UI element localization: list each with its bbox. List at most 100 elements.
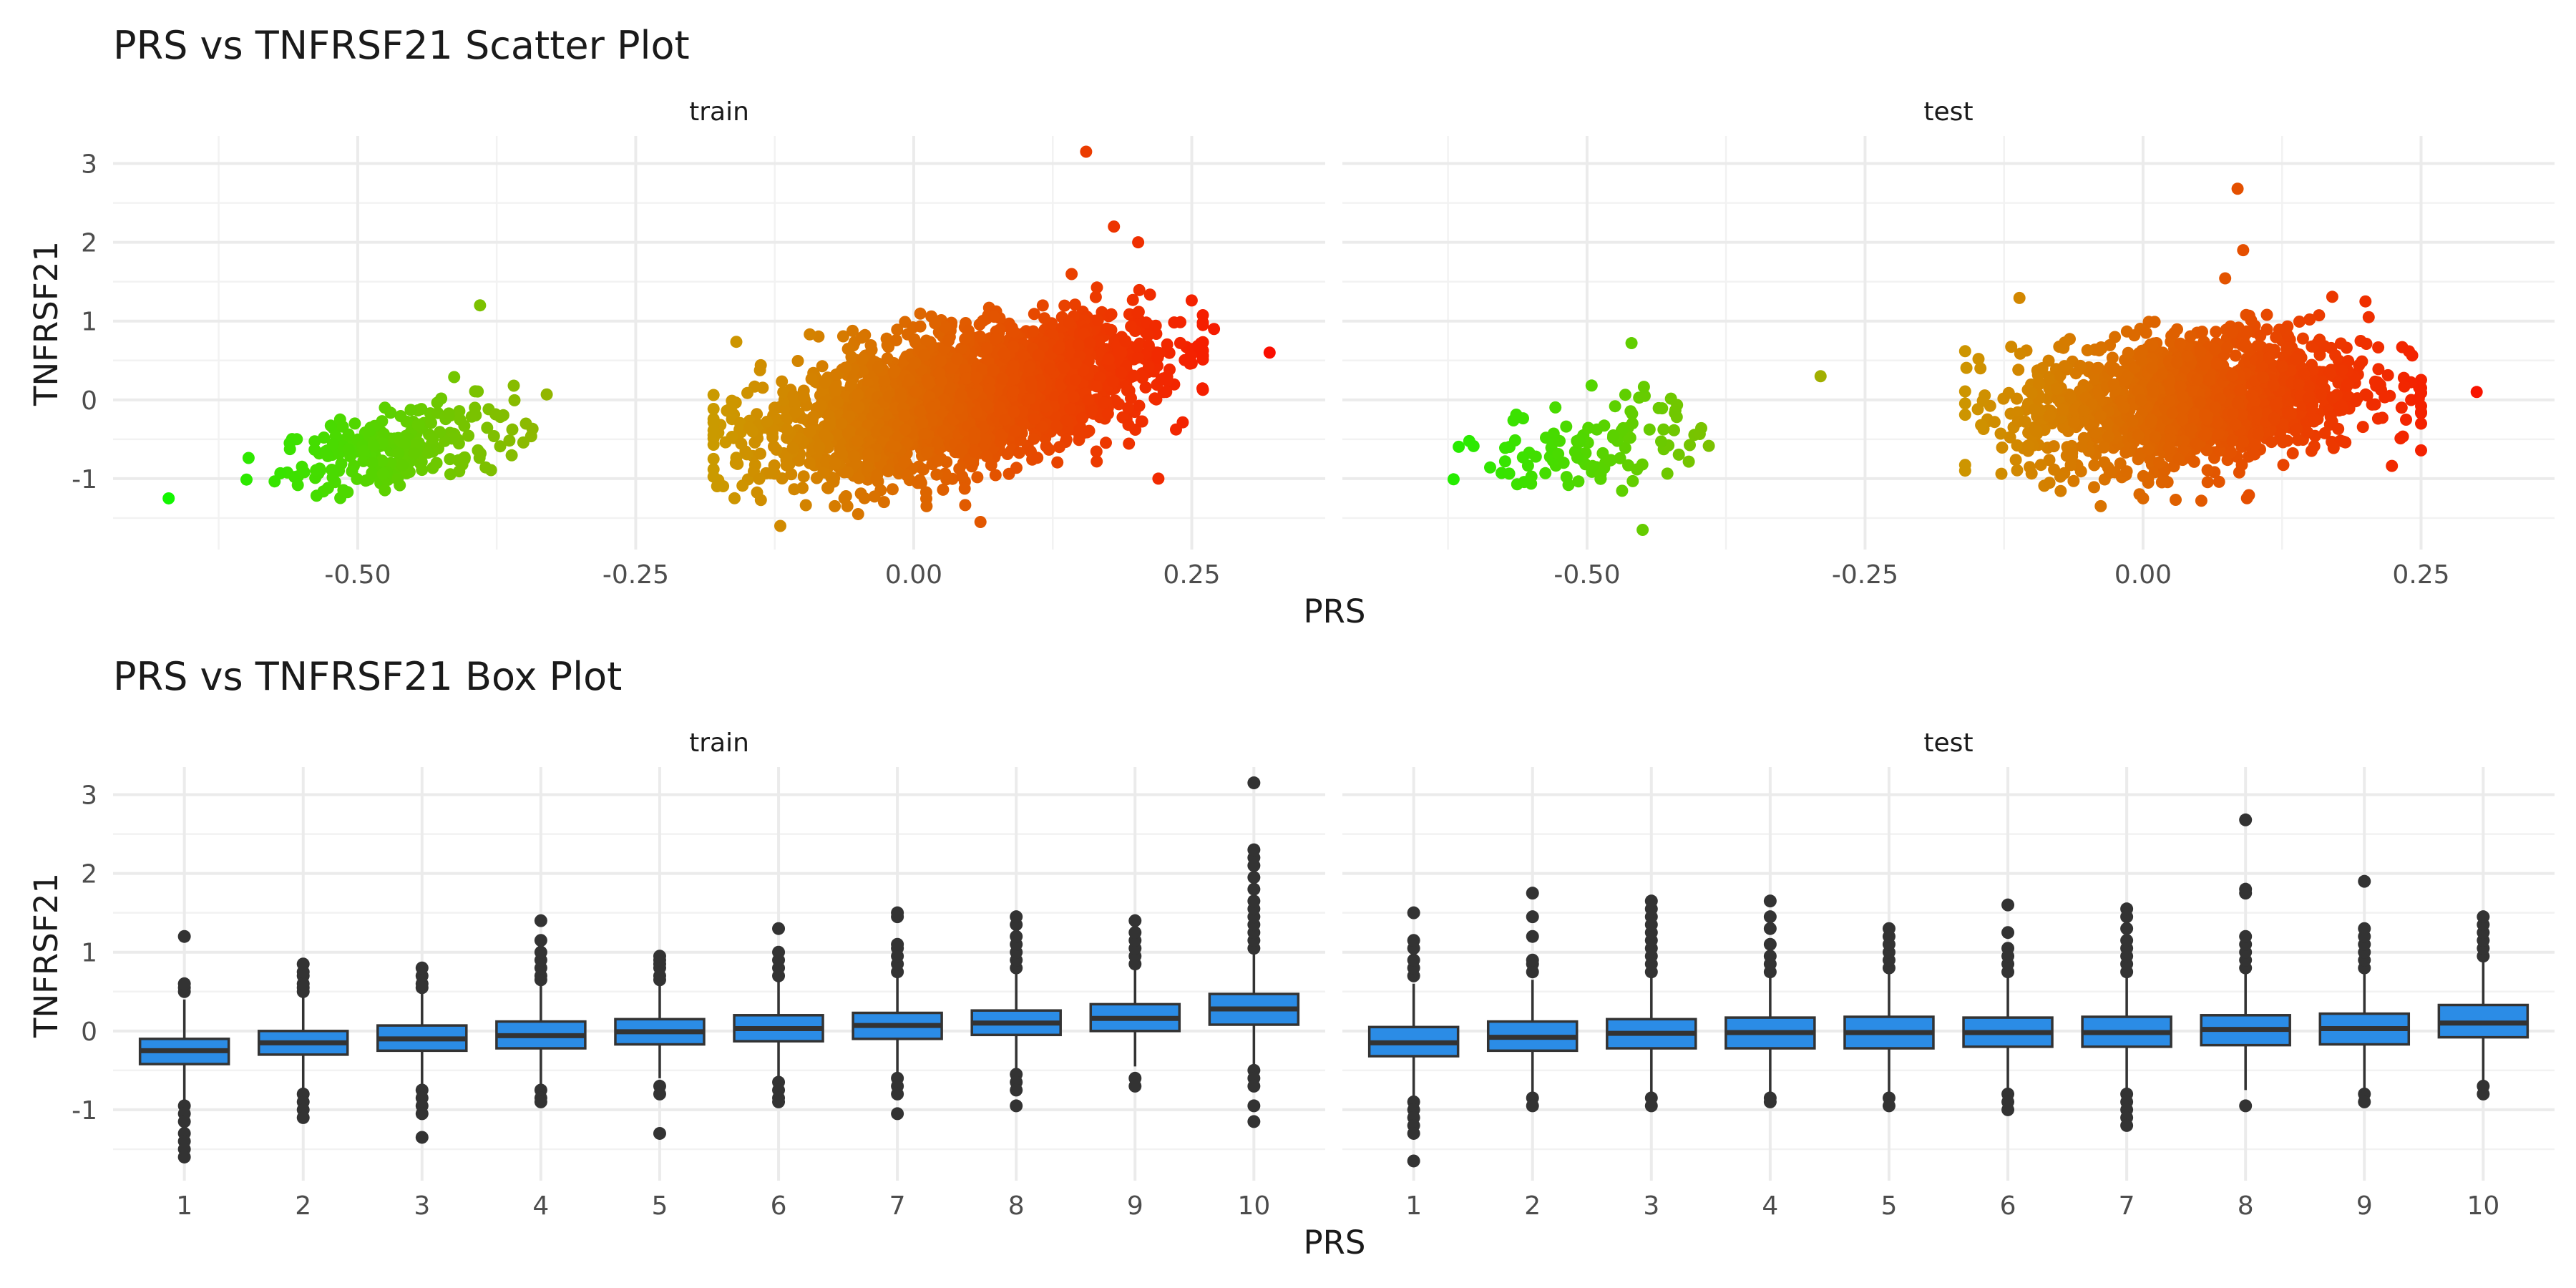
scatter-point	[861, 460, 874, 473]
scatter-point	[2221, 341, 2234, 354]
scatter-point	[764, 467, 777, 479]
scatter-point	[937, 483, 950, 496]
scatter-point	[2059, 336, 2071, 349]
scatter-point	[1196, 384, 1209, 396]
outlier-point	[2001, 1103, 2015, 1116]
scatter-point	[2204, 374, 2216, 386]
scatter-point	[2356, 355, 2368, 368]
scatter-point	[240, 473, 253, 486]
scatter-point	[2140, 326, 2152, 339]
outlier-point	[1763, 894, 1777, 908]
y-tick-label: 0	[81, 386, 97, 416]
scatter-point	[2403, 345, 2416, 358]
scatter-point	[1008, 373, 1020, 386]
scatter-point	[871, 469, 884, 482]
scatter-point	[819, 376, 831, 389]
scatter-point	[1060, 414, 1073, 427]
scatter-point	[999, 414, 1011, 426]
scatter-point	[1140, 316, 1153, 329]
box-4	[1724, 894, 1816, 1108]
scatter-point	[776, 375, 789, 388]
y-tick-label: 1	[81, 939, 97, 968]
outlier-point	[772, 945, 786, 959]
scatter-point	[2043, 477, 2056, 489]
scatter-point	[1131, 307, 1144, 319]
scatter-point	[841, 499, 854, 512]
scatter-point	[1174, 316, 1186, 328]
x-tick-label: 9	[2356, 1191, 2373, 1221]
x-tick-label: 3	[414, 1191, 430, 1221]
scatter-point	[959, 333, 972, 346]
outlier-point	[415, 1107, 429, 1121]
scatter-point	[955, 389, 968, 401]
scatter-point	[858, 492, 871, 504]
scatter-point	[1082, 393, 1095, 406]
scatter-point	[1038, 312, 1051, 325]
scatter-point	[2412, 392, 2425, 405]
scatter-point	[2094, 499, 2107, 512]
scatter-point	[968, 432, 981, 445]
scatter-point	[2292, 434, 2305, 447]
scatter-point	[996, 372, 1009, 385]
outlier-point	[1010, 910, 1023, 924]
outlier-point	[772, 1095, 786, 1108]
scatter-point	[819, 455, 832, 468]
scatter-point	[974, 515, 987, 528]
scatter-point	[918, 428, 931, 440]
scatter-point	[1063, 316, 1075, 329]
box-2	[257, 957, 349, 1124]
scatter-point	[1594, 472, 1607, 485]
scatter-point	[505, 449, 518, 462]
scatter-point	[993, 401, 1006, 414]
scatter-point	[2279, 324, 2292, 337]
scatter-points	[162, 145, 1276, 532]
scatter-point	[2088, 481, 2100, 494]
outlier-point	[296, 957, 310, 971]
scatter-point	[1539, 467, 1552, 479]
scatter-point	[415, 403, 428, 416]
scatter-point	[855, 331, 868, 344]
scatter-point	[391, 473, 404, 486]
box-2	[1486, 887, 1579, 1113]
scatter-point	[342, 428, 355, 441]
scatter-point	[2148, 316, 2161, 328]
outlier-point	[1247, 894, 1261, 908]
scatter-point	[1161, 338, 1174, 351]
scatter-point	[377, 427, 390, 440]
scatter-point	[1626, 474, 1639, 487]
scatter-point	[2326, 291, 2338, 303]
scatter-point	[444, 468, 457, 481]
scatter-point	[824, 418, 836, 431]
scatter-point	[848, 449, 861, 462]
scatter-point	[2184, 330, 2197, 343]
outlier-point	[1247, 882, 1261, 896]
x-tick-label: 8	[2238, 1191, 2254, 1221]
scatter-point	[952, 402, 965, 415]
scatter-point	[797, 390, 810, 403]
scatter-point	[2191, 373, 2204, 386]
outlier-point	[1763, 922, 1777, 935]
scatter-point	[1128, 369, 1141, 382]
scatter-point	[1702, 439, 1715, 452]
scatter-point	[841, 466, 854, 479]
scatter-point	[479, 461, 492, 474]
scatter-point	[1976, 394, 1989, 407]
scatter-point	[707, 463, 720, 476]
scatter-point	[526, 422, 539, 435]
scatter-point	[458, 453, 471, 465]
scatter-point	[310, 464, 323, 477]
scatter-point	[2359, 295, 2372, 308]
scatter-point	[1994, 427, 2007, 440]
scatter-point	[1149, 319, 1162, 332]
scatter-point	[2260, 308, 2273, 321]
outlier-point	[1644, 1099, 1658, 1113]
scatter-point	[934, 355, 947, 368]
scatter-point	[881, 352, 894, 365]
scatter-point	[1499, 441, 1511, 454]
scatter-point	[829, 382, 842, 395]
scatter-point	[1119, 335, 1132, 347]
outlier-point	[1882, 1099, 1896, 1113]
outlier-point	[2001, 942, 2015, 955]
scatter-point	[2117, 401, 2130, 414]
outlier-point	[415, 1131, 429, 1144]
